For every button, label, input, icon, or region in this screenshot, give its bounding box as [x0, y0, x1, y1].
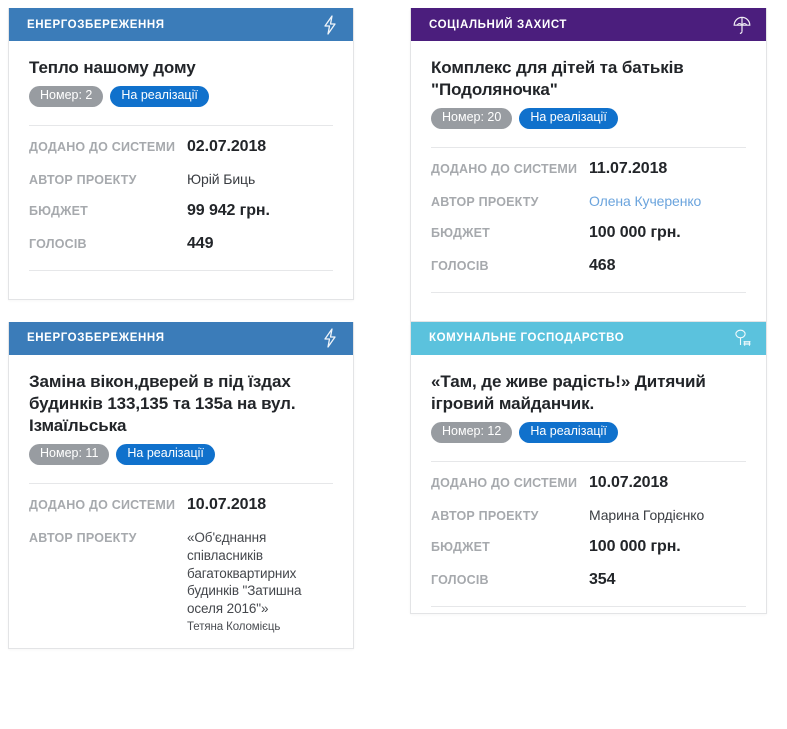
- card-footer-space: [431, 293, 746, 315]
- detail-value: 10.07.2018: [187, 495, 267, 513]
- detail-row: ДОДАНО ДО СИСТЕМИ 10.07.2018: [29, 488, 333, 521]
- detail-value-budget: 100 000 грн.: [589, 537, 681, 555]
- detail-row: ГОЛОСІВ 354: [431, 563, 746, 596]
- badge-group: Номер: 20 На реалізації: [431, 108, 746, 129]
- project-card[interactable]: ЕНЕРГОЗБЕРЕЖЕННЯ Тепло нашому дому Номер…: [8, 8, 354, 300]
- card-header: ЕНЕРГОЗБЕРЕЖЕННЯ: [9, 321, 353, 355]
- project-number-badge: Номер: 12: [431, 422, 513, 443]
- card-category-label: ЕНЕРГОЗБЕРЕЖЕННЯ: [27, 332, 165, 345]
- grid-cell-4: КОМУНАЛЬНЕ ГОСПОДАРСТВО «Там, де живе ра…: [392, 321, 779, 649]
- card-body: Заміна вікон,дверей в під їздах будинків…: [9, 355, 353, 648]
- author-person-name: Тетяна Коломієць: [187, 621, 281, 634]
- detail-label: ДОДАНО ДО СИСТЕМИ: [29, 139, 176, 154]
- card-body: Комплекс для дітей та батьків "Подоляноч…: [411, 41, 766, 321]
- divider: [29, 482, 333, 484]
- detail-rows: ДОДАНО ДО СИСТЕМИ 10.07.2018 АВТОР ПРОЕК…: [431, 462, 746, 596]
- project-status-badge[interactable]: На реалізації: [116, 444, 215, 465]
- project-title[interactable]: Тепло нашому дому: [29, 58, 196, 77]
- detail-value: 02.07.2018: [187, 137, 267, 155]
- footer-divider: [431, 605, 746, 607]
- project-title[interactable]: «Там, де живе радість!» Дитячий ігровий …: [431, 371, 706, 414]
- detail-label: ДОДАНО ДО СИСТЕМИ: [431, 475, 578, 490]
- lightning-bolt-icon: [321, 14, 339, 35]
- detail-row: БЮДЖЕТ 100 000 грн.: [431, 216, 746, 249]
- project-status-badge[interactable]: На реалізації: [519, 422, 618, 443]
- detail-row: ГОЛОСІВ 449: [29, 227, 333, 260]
- detail-row: АВТОР ПРОЕКТУ Олена Кучеренко: [431, 185, 746, 216]
- detail-row: ГОЛОСІВ 468: [431, 249, 746, 282]
- detail-label: АВТОР ПРОЕКТУ: [29, 172, 137, 187]
- project-number-badge: Номер: 2: [29, 86, 104, 107]
- divider: [431, 460, 746, 462]
- grid-cell-2: СОЦІАЛЬНИЙ ЗАХИСТ Комплекс для дітей та …: [392, 0, 779, 322]
- badge-group: Номер: 11 На реалізації: [29, 444, 333, 465]
- detail-value-budget: 100 000 грн.: [589, 223, 681, 241]
- detail-value-author: Марина Гордієнко: [589, 506, 705, 523]
- lightning-bolt-icon: [321, 328, 339, 349]
- detail-row: ДОДАНО ДО СИСТЕМИ 11.07.2018: [431, 152, 746, 185]
- detail-label: АВТОР ПРОЕКТУ: [431, 194, 539, 209]
- detail-label: БЮДЖЕТ: [29, 203, 88, 218]
- detail-row: АВТОР ПРОЕКТУ Марина Гордієнко: [431, 499, 746, 530]
- card-header: КОМУНАЛЬНЕ ГОСПОДАРСТВО: [411, 321, 766, 355]
- detail-value: 11.07.2018: [589, 159, 668, 177]
- umbrella-icon: [732, 15, 752, 35]
- project-card[interactable]: ЕНЕРГОЗБЕРЕЖЕННЯ Заміна вікон,дверей в п…: [8, 321, 354, 650]
- tree-bench-icon: [732, 328, 752, 348]
- footer-divider: [29, 269, 333, 271]
- project-title[interactable]: Заміна вікон,дверей в під їздах будинків…: [29, 371, 296, 436]
- detail-label: АВТОР ПРОЕКТУ: [29, 530, 137, 545]
- detail-row: ДОДАНО ДО СИСТЕМИ 02.07.2018: [29, 130, 333, 163]
- grid-cell-1: ЕНЕРГОЗБЕРЕЖЕННЯ Тепло нашому дому Номер…: [0, 0, 392, 322]
- detail-rows: ДОДАНО ДО СИСТЕМИ 10.07.2018 АВТОР ПРОЕК…: [29, 484, 333, 642]
- detail-label: ГОЛОСІВ: [431, 258, 489, 273]
- project-number-badge: Номер: 11: [29, 444, 110, 465]
- card-body: Тепло нашому дому Номер: 2 На реалізації…: [9, 41, 353, 299]
- project-number-badge: Номер: 20: [431, 108, 513, 129]
- card-footer-space: [29, 271, 333, 293]
- card-category-label: ЕНЕРГОЗБЕРЕЖЕННЯ: [27, 18, 165, 31]
- detail-rows: ДОДАНО ДО СИСТЕМИ 11.07.2018 АВТОР ПРОЕК…: [431, 148, 746, 282]
- detail-label: БЮДЖЕТ: [431, 539, 490, 554]
- detail-value-votes: 449: [187, 234, 214, 252]
- divider: [431, 146, 746, 148]
- detail-value-votes: 468: [589, 256, 616, 274]
- detail-row: ДОДАНО ДО СИСТЕМИ 10.07.2018: [431, 466, 746, 499]
- detail-label: ГОЛОСІВ: [431, 572, 489, 587]
- badge-group: Номер: 2 На реалізації: [29, 86, 333, 107]
- detail-row: БЮДЖЕТ 100 000 грн.: [431, 530, 746, 563]
- project-title[interactable]: Комплекс для дітей та батьків "Подоляноч…: [431, 58, 684, 100]
- detail-row: АВТОР ПРОЕКТУ «Об'єднання співласників б…: [29, 521, 333, 642]
- card-header: СОЦІАЛЬНИЙ ЗАХИСТ: [411, 8, 766, 41]
- detail-value-author: Юрій Биць: [187, 170, 256, 187]
- detail-row: АВТОР ПРОЕКТУ Юрій Биць: [29, 163, 333, 194]
- project-status-badge[interactable]: На реалізації: [110, 86, 209, 107]
- card-header: ЕНЕРГОЗБЕРЕЖЕННЯ: [9, 8, 353, 41]
- badge-group: Номер: 12 На реалізації: [431, 422, 746, 443]
- detail-value: 10.07.2018: [589, 473, 669, 491]
- detail-row: БЮДЖЕТ 99 942 грн.: [29, 194, 333, 227]
- detail-value-author-org: «Об'єднання співласників багатоквартирни…: [187, 529, 332, 635]
- project-card[interactable]: КОМУНАЛЬНЕ ГОСПОДАРСТВО «Там, де живе ра…: [410, 321, 767, 614]
- project-card[interactable]: СОЦІАЛЬНИЙ ЗАХИСТ Комплекс для дітей та …: [410, 8, 767, 322]
- author-org-name: «Об'єднання співласників багатоквартирни…: [187, 529, 302, 617]
- divider: [29, 124, 333, 126]
- card-category-label: КОМУНАЛЬНЕ ГОСПОДАРСТВО: [429, 332, 625, 345]
- card-category-label: СОЦІАЛЬНИЙ ЗАХИСТ: [429, 18, 568, 31]
- detail-label: АВТОР ПРОЕКТУ: [431, 508, 539, 523]
- detail-value-budget: 99 942 грн.: [187, 201, 270, 219]
- grid-cell-3: ЕНЕРГОЗБЕРЕЖЕННЯ Заміна вікон,дверей в п…: [0, 321, 392, 650]
- footer-divider: [431, 291, 746, 293]
- card-grid: ЕНЕРГОЗБЕРЕЖЕННЯ Тепло нашому дому Номер…: [0, 0, 779, 650]
- detail-label: ГОЛОСІВ: [29, 236, 87, 251]
- detail-value-author[interactable]: Олена Кучеренко: [589, 192, 702, 209]
- detail-label: ДОДАНО ДО СИСТЕМИ: [431, 161, 578, 176]
- detail-value-votes: 354: [589, 570, 616, 588]
- detail-rows: ДОДАНО ДО СИСТЕМИ 02.07.2018 АВТОР ПРОЕК…: [29, 126, 333, 260]
- detail-label: ДОДАНО ДО СИСТЕМИ: [29, 497, 176, 512]
- card-body: «Там, де живе радість!» Дитячий ігровий …: [411, 355, 766, 613]
- project-status-badge[interactable]: На реалізації: [519, 108, 618, 129]
- detail-label: БЮДЖЕТ: [431, 225, 490, 240]
